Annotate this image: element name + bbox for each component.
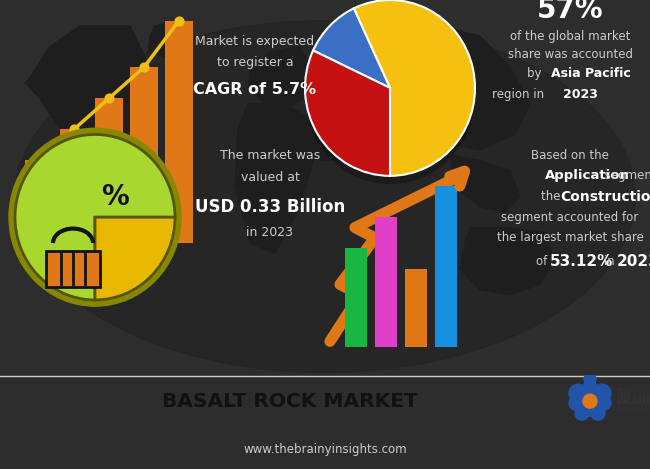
Circle shape [597,396,611,410]
Text: of: of [536,255,551,268]
Point [34,157,44,164]
Circle shape [9,128,181,306]
Wedge shape [305,51,390,176]
Text: by: by [526,67,545,80]
Text: region in: region in [492,88,548,101]
Polygon shape [248,46,310,109]
Text: BASALT ROCK MARKET: BASALT ROCK MARKET [162,392,418,411]
Text: Application: Application [545,169,630,182]
Text: Asia Pacific: Asia Pacific [551,67,631,80]
Bar [95,98,123,243]
Bar [375,217,397,347]
Text: %: % [101,182,129,211]
Text: USD 0.33 Billion: USD 0.33 Billion [195,198,345,216]
Circle shape [580,396,600,416]
Bar [60,129,88,243]
Text: valued at: valued at [240,171,300,184]
Wedge shape [313,8,390,88]
Polygon shape [235,104,315,253]
Circle shape [583,394,597,408]
Circle shape [584,373,596,385]
Point [104,95,114,102]
Polygon shape [308,114,355,160]
Text: INSIGHTS: INSIGHTS [616,406,649,412]
Polygon shape [450,155,520,212]
Text: 2023: 2023 [617,254,650,269]
Point [174,17,184,24]
Text: in 2023: in 2023 [246,226,294,239]
Text: segment,: segment, [601,169,650,182]
FancyBboxPatch shape [46,251,100,287]
Text: THE: THE [616,389,633,398]
Text: 57%: 57% [537,0,603,24]
Wedge shape [354,8,475,184]
Wedge shape [313,16,390,96]
Bar [405,269,427,347]
Polygon shape [125,150,148,186]
Polygon shape [148,21,180,57]
Text: segment accounted for: segment accounted for [501,211,638,224]
Bar [345,248,367,347]
Polygon shape [25,26,150,150]
Wedge shape [15,135,175,300]
Polygon shape [460,227,555,295]
Bar [435,186,457,347]
Wedge shape [95,217,175,300]
Wedge shape [305,59,390,184]
Text: Market is expected: Market is expected [196,35,315,48]
Bar [25,160,53,243]
Circle shape [591,406,605,420]
Point [69,126,79,133]
Circle shape [569,384,587,402]
Polygon shape [305,21,530,150]
Polygon shape [105,176,170,300]
Text: Construction: Construction [560,189,650,204]
Text: BRAINY: BRAINY [616,396,650,406]
Point [139,63,150,71]
Wedge shape [354,0,475,176]
Text: of the global market: of the global market [510,30,630,43]
Text: Based on the: Based on the [531,149,609,162]
Text: 53.12%: 53.12% [550,254,614,269]
Text: The market was: The market was [220,149,320,162]
Circle shape [575,406,589,420]
Text: www.thebrainyinsights.com: www.thebrainyinsights.com [243,443,407,455]
Text: in: in [600,255,618,268]
Ellipse shape [15,21,635,372]
Text: to register a: to register a [216,55,293,68]
Text: share was accounted: share was accounted [508,48,632,61]
Circle shape [569,396,583,410]
Text: the: the [541,190,564,203]
Text: the largest market share: the largest market share [497,231,644,244]
Circle shape [582,381,598,397]
Circle shape [593,384,611,402]
Bar [165,21,193,243]
Text: CAGR of 5.7%: CAGR of 5.7% [194,83,317,98]
Bar [130,67,158,243]
Text: 2023: 2023 [562,88,597,101]
